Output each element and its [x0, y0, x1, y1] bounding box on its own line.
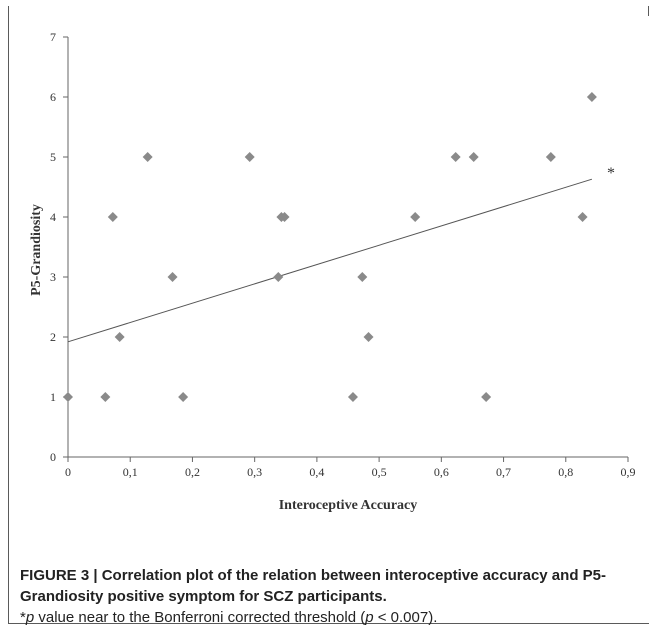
caption-p: p: [25, 609, 35, 626]
caption-note: *p value near to the Bonferroni correcte…: [20, 607, 645, 628]
figure-frame: [8, 6, 649, 624]
x-tick-label: 0,6: [434, 465, 449, 479]
x-tick-label: 0,4: [309, 465, 324, 479]
x-tick-label: 0: [65, 465, 71, 479]
data-point: [279, 212, 290, 222]
y-tick-label: 7: [50, 30, 56, 44]
data-point: [142, 152, 153, 162]
y-tick-label: 4: [50, 210, 56, 224]
x-tick-label: 0,3: [247, 465, 262, 479]
caption-title: FIGURE 3 | Correlation plot of the relat…: [20, 567, 606, 605]
data-point: [545, 152, 556, 162]
tick-labels: 0 1 2 3 4 5 6 7 0 0,1 0,2 0,3 0,4 0,5 0,6 0,7 0,8 0,9: [50, 30, 636, 479]
y-tick-label: 3: [50, 270, 56, 284]
data-point: [577, 212, 588, 222]
x-tick-label: 0,8: [558, 465, 573, 479]
y-axis-label: P5-Grandiosity: [29, 204, 44, 296]
x-tick-label: 0,5: [372, 465, 387, 479]
caption-note-text2: < 0.007).: [373, 609, 438, 626]
data-point: [468, 152, 479, 162]
data-point: [410, 212, 421, 222]
caption-star: *: [20, 609, 26, 626]
data-point: [273, 272, 284, 282]
data-point: [107, 212, 118, 222]
data-point: [363, 332, 374, 342]
data-point: [357, 272, 368, 282]
caption-note-text: value near to the Bonferroni corrected t…: [34, 609, 366, 626]
data-point: [114, 332, 125, 342]
data-point: [481, 392, 492, 402]
data-points: [63, 92, 597, 402]
data-point: [178, 392, 189, 402]
y-tick-label: 2: [50, 330, 56, 344]
figure-caption: FIGURE 3 | Correlation plot of the relat…: [20, 565, 645, 628]
x-tick-label: 0,1: [123, 465, 138, 479]
data-point: [63, 392, 73, 402]
y-tick-label: 0: [50, 450, 56, 464]
caption-p2: p: [365, 609, 374, 626]
x-tick-label: 0,9: [621, 465, 636, 479]
significance-annotation: *: [607, 165, 615, 182]
scatter-chart: 0 1 2 3 4 5 6 7 0 0,1 0,2 0,3 0,4 0,5 0,6 0,7 0,8 0,9 P5-…: [29, 30, 636, 513]
x-axis-label: Interoceptive Accuracy: [279, 498, 418, 513]
x-tick-label: 0,2: [185, 465, 200, 479]
y-tick-label: 1: [50, 390, 56, 404]
trendline-segment: [67, 178, 593, 343]
data-point: [586, 92, 597, 102]
y-tick-label: 5: [50, 150, 56, 164]
data-point: [100, 392, 111, 402]
x-tick-label: 0,7: [496, 465, 511, 479]
data-point: [244, 152, 255, 162]
data-point: [450, 152, 461, 162]
data-point: [167, 272, 178, 282]
axes: [63, 36, 629, 462]
y-tick-label: 6: [50, 90, 56, 104]
data-point: [347, 392, 358, 402]
trendline: [67, 178, 593, 343]
